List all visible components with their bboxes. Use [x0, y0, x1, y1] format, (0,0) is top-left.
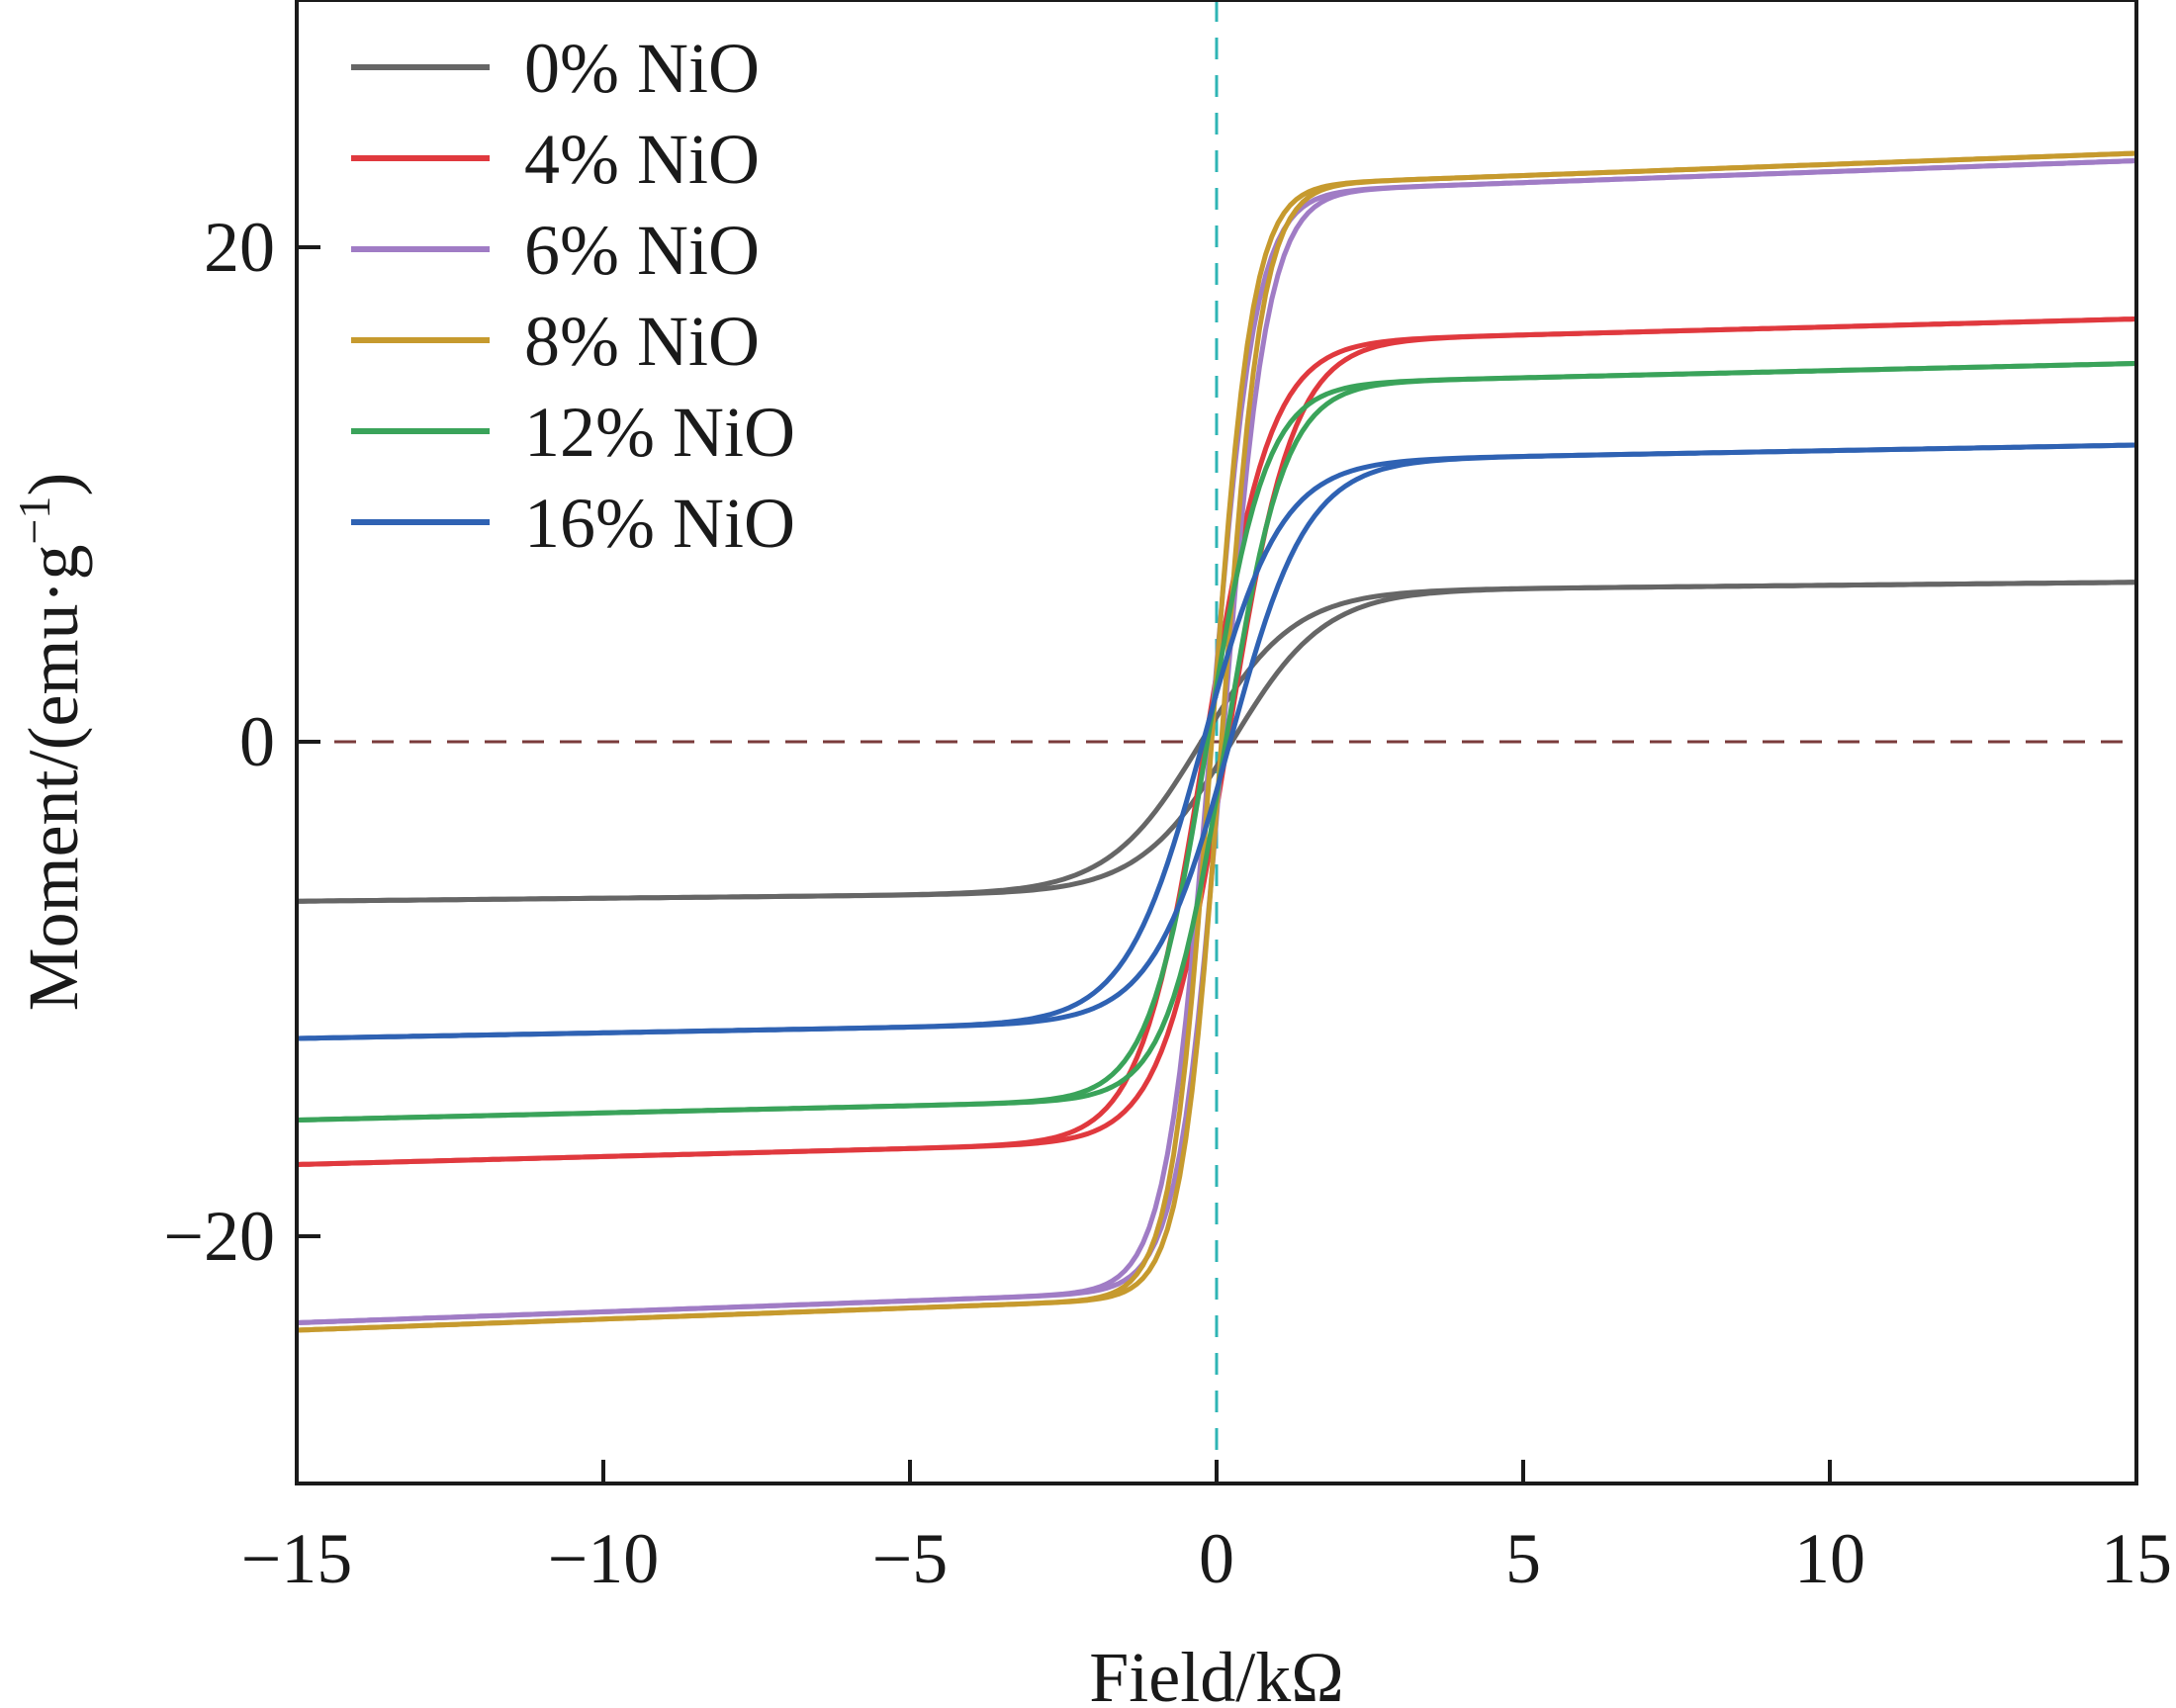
x-axis-title: Field/kΩ	[1089, 1638, 1344, 1708]
x-tick-label: 15	[2101, 1519, 2172, 1598]
legend-label: 6% NiO	[524, 211, 760, 290]
y-tick-label: 0	[239, 702, 275, 781]
x-tick-label: 10	[1794, 1519, 1865, 1598]
legend-label: 8% NiO	[524, 302, 760, 381]
series-line-16-nio-return	[297, 442, 2136, 1041]
x-axis-ticks: −15 −10 −5 0 5 10 15	[241, 1460, 2172, 1598]
x-tick-label: −5	[872, 1519, 949, 1598]
legend: 0% NiO 4% NiO 6% NiO 8% NiO 12% NiO 16% NiO	[351, 29, 795, 563]
y-axis-title-main: Moment/(emu·g	[14, 545, 93, 1012]
legend-label: 12% NiO	[524, 393, 795, 472]
y-tick-label: 20	[204, 208, 275, 287]
x-tick-label: −10	[548, 1519, 660, 1598]
legend-label: 4% NiO	[524, 120, 760, 199]
x-tick-label: 5	[1505, 1519, 1541, 1598]
series-layer	[297, 150, 2136, 1333]
legend-label: 16% NiO	[524, 484, 795, 563]
y-tick-label: −20	[163, 1197, 275, 1276]
y-axis-ticks: −20 0 20	[163, 208, 320, 1276]
y-axis-title-superscript: −1	[9, 496, 59, 545]
x-tick-label: 0	[1199, 1519, 1234, 1598]
legend-label: 0% NiO	[524, 29, 760, 108]
y-axis-title-close: )	[14, 473, 93, 496]
x-tick-label: −15	[241, 1519, 353, 1598]
series-line-0-nio-return	[297, 580, 2136, 904]
y-axis-title: Moment/(emu·g−1)	[9, 473, 93, 1012]
